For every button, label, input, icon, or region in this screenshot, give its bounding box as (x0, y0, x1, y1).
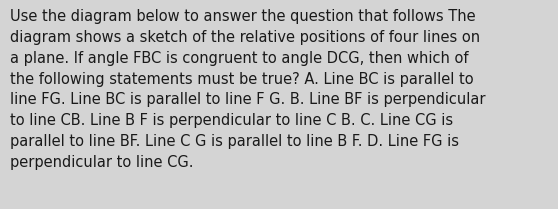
Text: Use the diagram below to answer the question that follows The
diagram shows a sk: Use the diagram below to answer the ques… (10, 9, 485, 170)
